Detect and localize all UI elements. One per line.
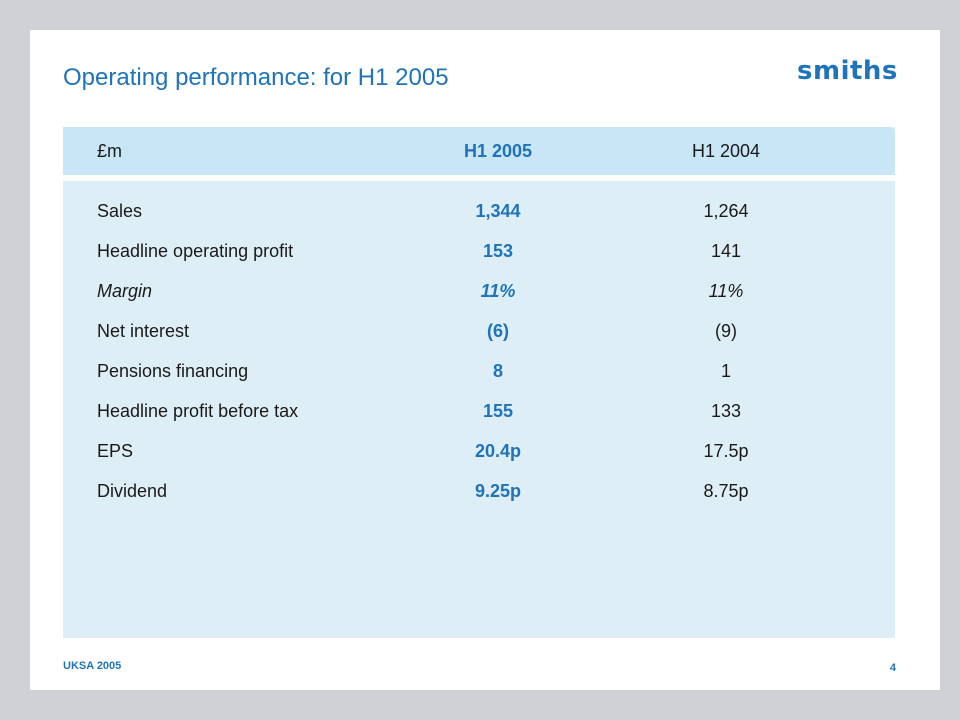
row-value-h1-2005: 155 — [482, 401, 514, 421]
row-value-h1-2005: 20.4p — [474, 441, 522, 461]
row-value-h1-2005: 153 — [482, 241, 514, 261]
smiths-logo: smiths — [797, 56, 898, 86]
row-label: Sales — [97, 201, 143, 221]
row-label: Margin — [97, 281, 153, 301]
row-value-h1-2004: 141 — [710, 241, 742, 261]
row-label: EPS — [97, 441, 134, 461]
table-header: £m H1 2005 H1 2004 — [63, 127, 895, 175]
row-value-h1-2005: 8 — [492, 361, 503, 381]
row-value-h1-2004: 133 — [710, 401, 742, 421]
row-label: Headline profit before tax — [97, 401, 299, 421]
row-value-h1-2005: (6) — [487, 321, 509, 341]
row-value-h1-2005: 1,344 — [475, 201, 521, 221]
row-value-h1-2005: 9.25p — [474, 481, 522, 501]
row-label: Net interest — [97, 321, 190, 341]
row-label: Headline operating profit — [97, 241, 294, 261]
header-unit: £m — [97, 141, 123, 161]
row-value-h1-2004: 11% — [708, 281, 744, 301]
row-value-h1-2004: (9) — [715, 321, 737, 341]
row-value-h1-2004: 17.5p — [703, 441, 749, 461]
row-value-h1-2005: 11% — [480, 281, 516, 301]
row-value-h1-2004: 8.75p — [703, 481, 749, 501]
header-h1-2004: H1 2004 — [691, 141, 761, 161]
slide: Operating performance: for H1 2005 smith… — [30, 30, 940, 690]
row-label: Pensions financing — [97, 361, 249, 381]
row-value-h1-2004: 1,264 — [703, 201, 749, 221]
footer-event: UKSA 2005 — [63, 660, 122, 672]
row-label: Dividend — [97, 481, 168, 501]
row-value-h1-2004: 1 — [720, 361, 731, 381]
slide-title: Operating performance: for H1 2005 — [63, 64, 449, 91]
header-h1-2005: H1 2005 — [463, 141, 533, 161]
header-divider — [63, 175, 895, 181]
page-number: 4 — [889, 662, 896, 674]
performance-table: £m H1 2005 H1 2004 Sales 1,344 1,264 Hea… — [63, 127, 895, 638]
